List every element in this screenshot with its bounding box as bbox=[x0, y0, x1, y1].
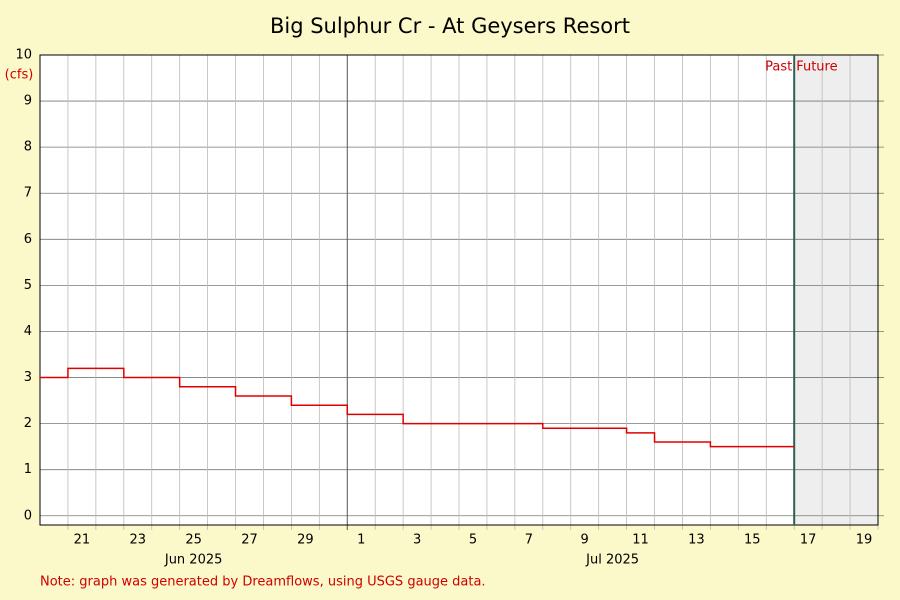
y-tick-label: 10 bbox=[15, 48, 32, 63]
x-tick-label: 27 bbox=[241, 533, 258, 548]
y-tick-label: 9 bbox=[24, 94, 32, 109]
x-tick-label: 5 bbox=[469, 533, 477, 548]
x-tick-label: 9 bbox=[581, 533, 589, 548]
x-tick-label: 11 bbox=[632, 533, 649, 548]
x-tick-label: 29 bbox=[297, 533, 314, 548]
x-tick-label: 7 bbox=[525, 533, 533, 548]
x-tick-label: 13 bbox=[688, 533, 705, 548]
past-label: Past bbox=[765, 60, 792, 75]
x-tick-label: 15 bbox=[744, 533, 761, 548]
y-tick-label: 0 bbox=[24, 508, 32, 523]
y-tick-label: 7 bbox=[24, 186, 32, 201]
y-axis-label: (cfs) bbox=[5, 68, 34, 83]
plot-frame bbox=[39, 54, 879, 526]
y-tick-label: 8 bbox=[24, 140, 32, 155]
month-label: Jul 2025 bbox=[585, 553, 639, 568]
x-tick-label: 1 bbox=[357, 533, 365, 548]
future-label: Future bbox=[796, 60, 837, 75]
y-tick-label: 3 bbox=[24, 370, 32, 385]
future-region bbox=[794, 55, 878, 525]
flow-line bbox=[40, 367, 795, 448]
y-tick-label: 6 bbox=[24, 232, 32, 247]
x-tick-label: 23 bbox=[129, 533, 146, 548]
chart-title: Big Sulphur Cr - At Geysers Resort bbox=[270, 14, 630, 38]
month-label: Jun 2025 bbox=[164, 553, 223, 568]
y-tick-label: 2 bbox=[24, 416, 32, 431]
x-tick-label: 3 bbox=[413, 533, 421, 548]
y-tick-label: 1 bbox=[24, 462, 32, 477]
note: Note: graph was generated by Dreamflows,… bbox=[40, 575, 486, 590]
y-tick-label: 4 bbox=[24, 324, 32, 339]
x-tick-label: 25 bbox=[185, 533, 202, 548]
x-tick-label: 17 bbox=[800, 533, 817, 548]
x-tick-label: 21 bbox=[74, 533, 91, 548]
y-tick-label: 5 bbox=[24, 278, 32, 293]
x-tick-label: 19 bbox=[856, 533, 873, 548]
